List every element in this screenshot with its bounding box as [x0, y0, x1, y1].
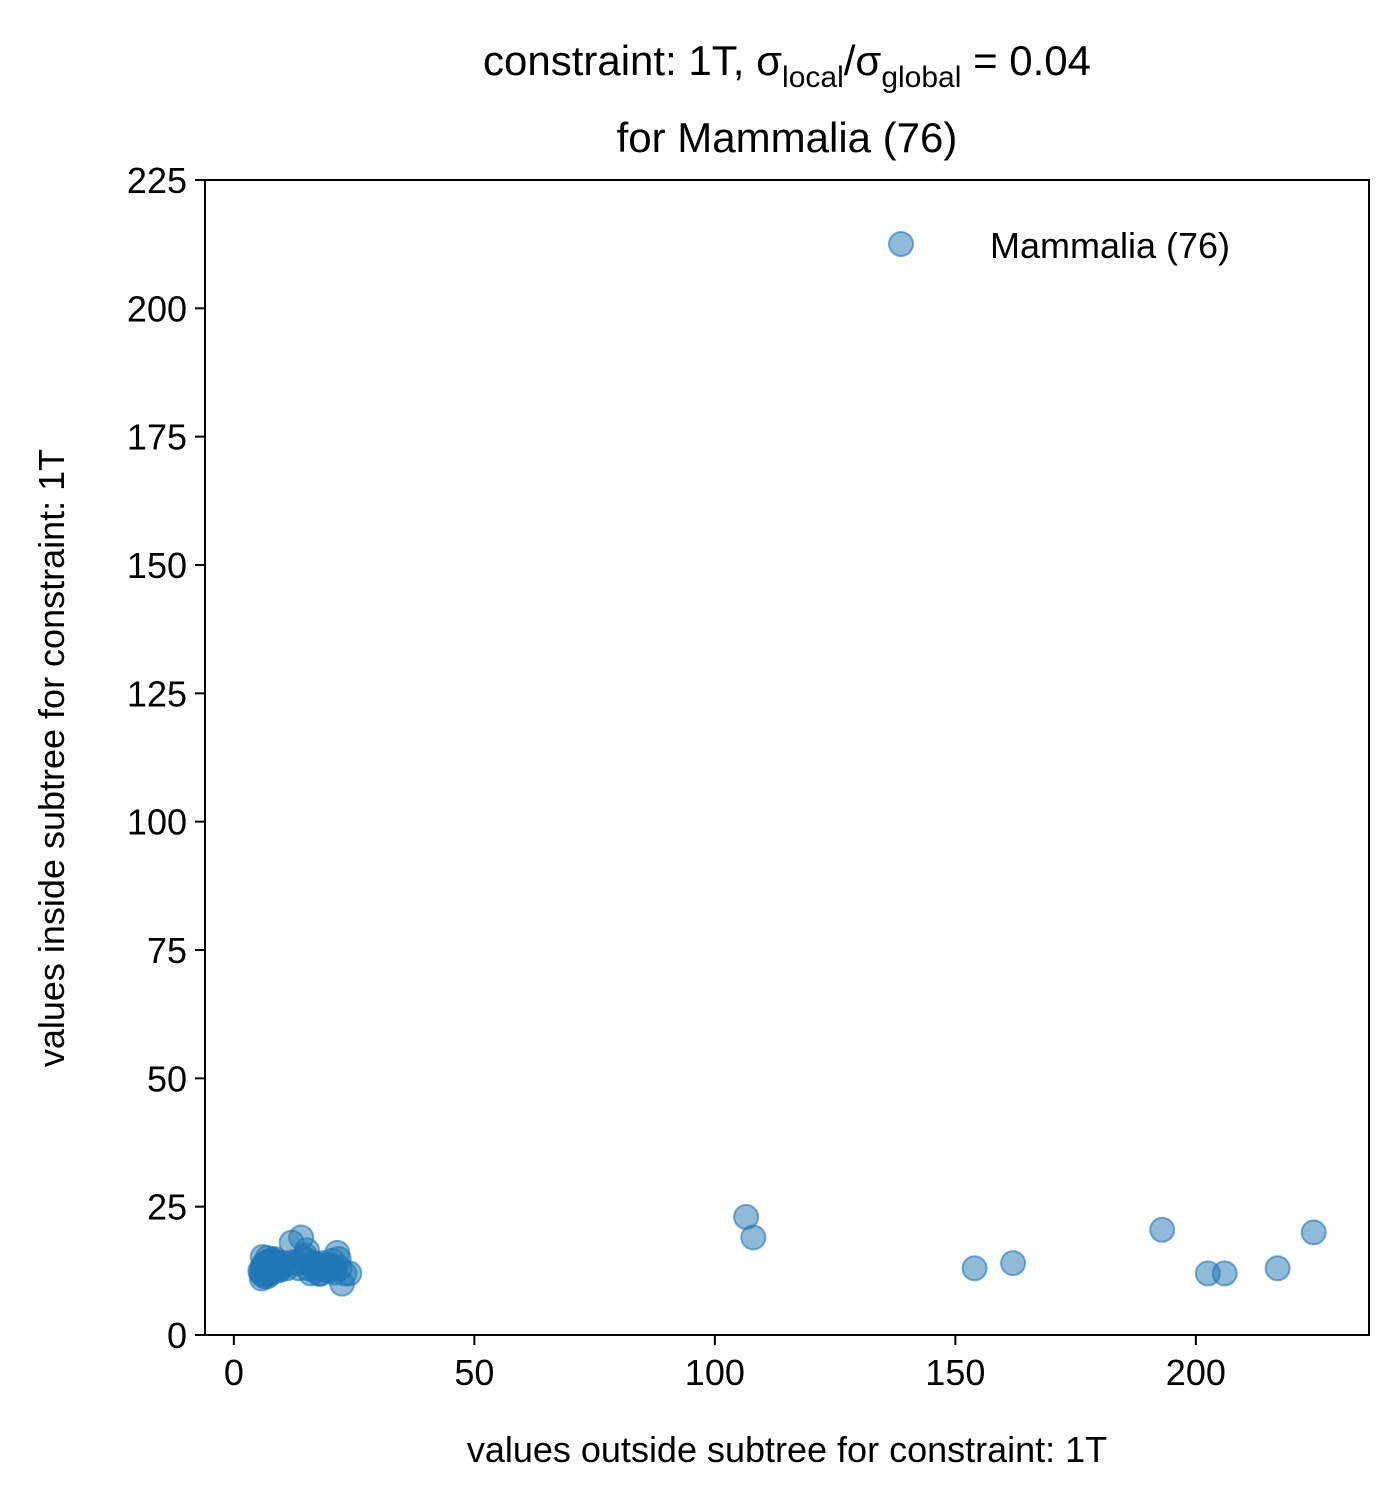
- scatter-points: [247, 1203, 1327, 1297]
- legend-marker: [888, 231, 914, 257]
- x-tick-label: 100: [685, 1352, 745, 1393]
- plot-frame: [204, 179, 1370, 1336]
- y-tick-label: 25: [147, 1187, 187, 1228]
- y-tick-label: 75: [147, 930, 187, 971]
- y-tick-label: 150: [127, 545, 187, 586]
- y-tick-label: 100: [127, 802, 187, 843]
- y-tick-label: 225: [127, 160, 187, 201]
- data-point: [961, 1255, 988, 1282]
- chart-title-line-2: for Mammalia (76): [617, 114, 958, 161]
- legend: Mammalia (76): [888, 225, 1230, 266]
- x-tick-label: 50: [454, 1352, 494, 1393]
- y-tick-label: 200: [127, 288, 187, 329]
- data-point: [1149, 1216, 1176, 1243]
- data-point: [320, 1259, 347, 1286]
- chart-title-line-1: constraint: 1T, σlocal/σglobal = 0.04: [483, 37, 1091, 94]
- y-tick-label: 125: [127, 673, 187, 714]
- x-axis: 0 50 100 150 200: [224, 1335, 1226, 1393]
- data-point: [1264, 1255, 1291, 1282]
- x-axis-label: values outside subtree for constraint: 1…: [467, 1429, 1107, 1470]
- y-tick-label: 0: [167, 1315, 187, 1356]
- x-tick-label: 150: [925, 1352, 985, 1393]
- x-tick-label: 0: [224, 1352, 244, 1393]
- title-subscript-local: local: [782, 61, 844, 94]
- y-axis-label: values inside subtree for constraint: 1T: [31, 449, 72, 1067]
- data-point: [1300, 1219, 1327, 1246]
- data-point: [259, 1247, 286, 1274]
- y-tick-label: 50: [147, 1058, 187, 1099]
- data-point: [1211, 1260, 1238, 1287]
- data-point: [1000, 1250, 1027, 1277]
- title-subscript-global: global: [881, 61, 961, 94]
- y-tick-label: 175: [127, 417, 187, 458]
- y-axis: 0 25 50 75 100 125 150 175 200 225: [127, 160, 205, 1356]
- x-tick-label: 200: [1166, 1352, 1226, 1393]
- legend-label: Mammalia (76): [990, 225, 1230, 266]
- data-point: [740, 1224, 767, 1251]
